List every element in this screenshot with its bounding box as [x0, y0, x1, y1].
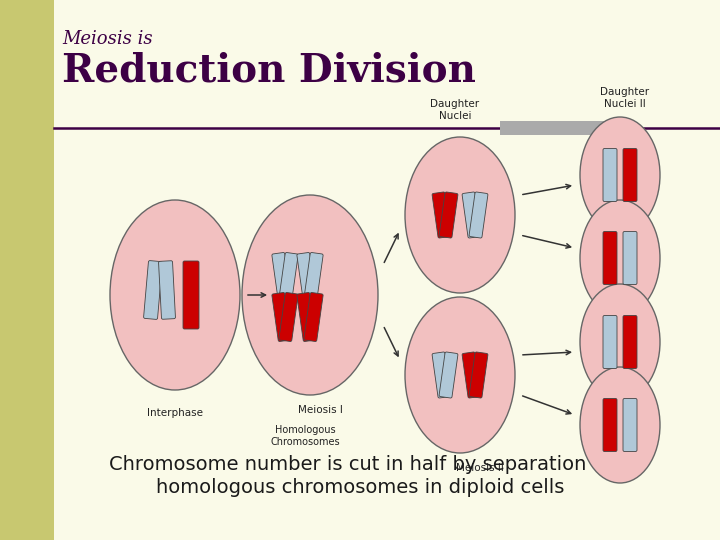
Text: Daughter
Nuclei: Daughter Nuclei	[431, 99, 480, 120]
Ellipse shape	[405, 297, 515, 453]
FancyBboxPatch shape	[143, 261, 163, 319]
Text: Meiosis I: Meiosis I	[297, 405, 343, 415]
FancyBboxPatch shape	[603, 315, 617, 368]
Text: Meiosis II: Meiosis II	[456, 463, 504, 473]
FancyBboxPatch shape	[279, 293, 298, 341]
FancyBboxPatch shape	[623, 148, 637, 201]
FancyBboxPatch shape	[432, 192, 451, 238]
FancyBboxPatch shape	[183, 261, 199, 329]
Text: Daughter
Nuclei II: Daughter Nuclei II	[600, 87, 649, 109]
Text: homologous chromosomes in diploid cells: homologous chromosomes in diploid cells	[156, 478, 564, 497]
Text: Chromosome number is cut in half by separation of: Chromosome number is cut in half by sepa…	[109, 455, 611, 474]
FancyBboxPatch shape	[623, 315, 637, 368]
Ellipse shape	[580, 284, 660, 400]
Ellipse shape	[242, 195, 378, 395]
Bar	[0, 0, 54, 540]
Ellipse shape	[405, 137, 515, 293]
Ellipse shape	[580, 117, 660, 233]
FancyBboxPatch shape	[469, 192, 488, 238]
FancyBboxPatch shape	[603, 399, 617, 451]
Ellipse shape	[580, 200, 660, 316]
Text: Interphase: Interphase	[147, 408, 203, 418]
FancyBboxPatch shape	[603, 232, 617, 285]
FancyBboxPatch shape	[272, 253, 291, 301]
FancyBboxPatch shape	[462, 352, 481, 398]
FancyBboxPatch shape	[623, 399, 637, 451]
FancyBboxPatch shape	[297, 253, 316, 301]
FancyBboxPatch shape	[439, 352, 458, 398]
FancyBboxPatch shape	[304, 293, 323, 341]
FancyBboxPatch shape	[304, 253, 323, 301]
Ellipse shape	[580, 367, 660, 483]
FancyBboxPatch shape	[158, 261, 176, 319]
FancyBboxPatch shape	[272, 293, 291, 341]
FancyBboxPatch shape	[432, 352, 451, 398]
Ellipse shape	[110, 200, 240, 390]
FancyBboxPatch shape	[623, 232, 637, 285]
FancyBboxPatch shape	[297, 293, 316, 341]
FancyBboxPatch shape	[279, 253, 298, 301]
Bar	[500, 121, 630, 135]
FancyBboxPatch shape	[462, 192, 481, 238]
FancyBboxPatch shape	[439, 192, 458, 238]
FancyBboxPatch shape	[603, 148, 617, 201]
Text: Reduction Division: Reduction Division	[62, 52, 476, 90]
Text: Meiosis is: Meiosis is	[62, 30, 153, 48]
Text: Homologous
Chromosomes: Homologous Chromosomes	[270, 425, 340, 447]
FancyBboxPatch shape	[469, 352, 488, 398]
